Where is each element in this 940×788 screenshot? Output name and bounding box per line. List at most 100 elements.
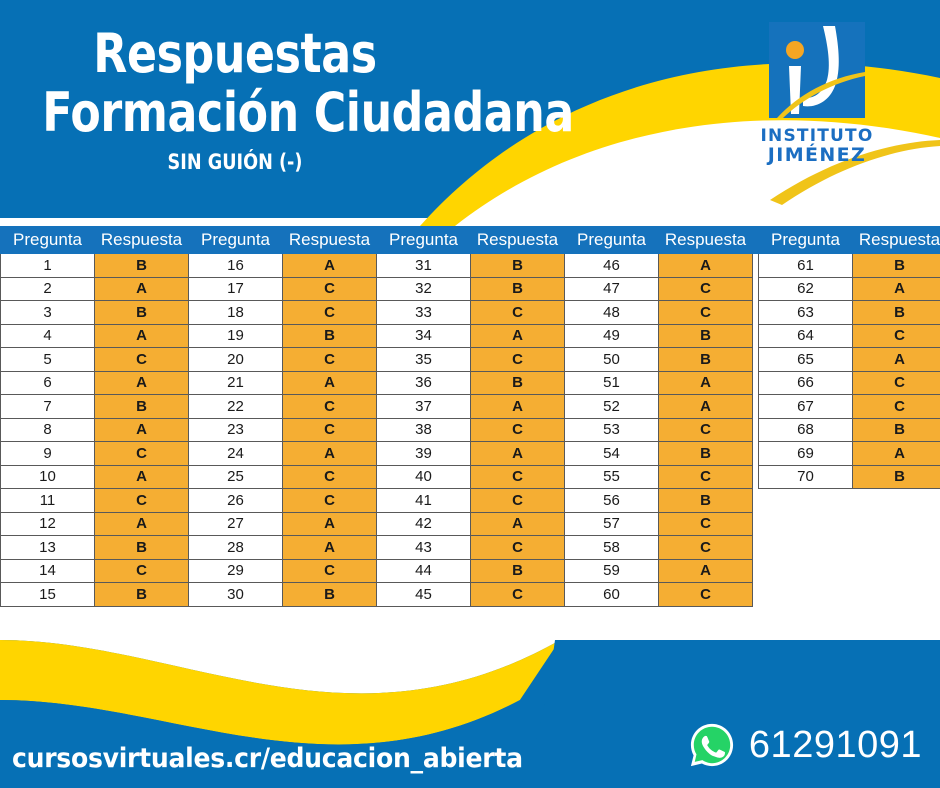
question-number-cell: 29 <box>188 558 283 583</box>
question-number-cell: 3 <box>0 300 95 325</box>
table-row: 11 C 26 C 41 C 56 B <box>0 488 940 513</box>
question-number-cell: 55 <box>564 464 659 489</box>
whatsapp-icon[interactable] <box>689 722 735 768</box>
question-number-cell: 14 <box>0 558 95 583</box>
answer-cell: C <box>852 323 940 348</box>
answer-cell: C <box>282 347 377 372</box>
table-row: 7 B 22 C 37 A 52 A 67 C <box>0 394 940 419</box>
footer-whatsapp-contact[interactable]: 61291091 <box>689 722 922 768</box>
answer-cell: A <box>94 417 189 442</box>
table-row: 2 A 17 C 32 B 47 C 62 A <box>0 276 940 301</box>
answers-table: Pregunta Respuesta Pregunta Respuesta Pr… <box>0 226 940 607</box>
question-number-cell: 47 <box>564 276 659 301</box>
question-number-cell: 6 <box>0 370 95 395</box>
empty-cell <box>759 512 853 536</box>
question-number-cell: 15 <box>0 582 95 607</box>
question-number-cell: 53 <box>564 417 659 442</box>
question-number-cell: 65 <box>758 347 853 372</box>
question-number-cell: 33 <box>376 300 471 325</box>
table-row: 5 C 20 C 35 C 50 B 65 A <box>0 347 940 372</box>
question-number-cell: 62 <box>758 276 853 301</box>
answer-cell: A <box>470 323 565 348</box>
answer-cell: B <box>852 417 940 442</box>
answer-cell: B <box>852 464 940 489</box>
instituto-jimenez-logo: INSTITUTO JIMÉNEZ <box>732 22 902 174</box>
table-row: 10 A 25 C 40 C 55 C 70 B <box>0 464 940 489</box>
table-row: 9 C 24 A 39 A 54 B 69 A <box>0 441 940 466</box>
answer-cell: C <box>94 441 189 466</box>
answer-cell: A <box>470 441 565 466</box>
question-number-cell: 56 <box>564 488 659 513</box>
answer-cell: B <box>470 276 565 301</box>
answer-cell: A <box>94 370 189 395</box>
poster-title-block: Respuestas Formación Ciudadana SIN GUIÓN… <box>0 22 574 174</box>
question-number-cell: 52 <box>564 394 659 419</box>
page-title-line1: Respuestas <box>93 22 377 85</box>
question-number-cell: 70 <box>758 464 853 489</box>
question-number-cell: 48 <box>564 300 659 325</box>
answer-cell: B <box>658 488 753 513</box>
table-row: 8 A 23 C 38 C 53 C 68 B <box>0 417 940 442</box>
answer-cell: B <box>470 558 565 583</box>
question-number-cell: 22 <box>188 394 283 419</box>
answer-cell: A <box>282 511 377 536</box>
answer-cell: A <box>282 441 377 466</box>
answer-cell: A <box>94 464 189 489</box>
question-number-cell: 50 <box>564 347 659 372</box>
question-number-cell: 23 <box>188 417 283 442</box>
answer-cell: B <box>470 370 565 395</box>
question-number-cell: 64 <box>758 323 853 348</box>
answer-cell: C <box>470 464 565 489</box>
column-header-respuesta-1: Respuesta <box>94 226 189 254</box>
table-row: 1 B 16 A 31 B 46 A 61 B <box>0 253 940 278</box>
column-header-pregunta-4: Pregunta <box>564 226 659 254</box>
answer-cell: A <box>658 253 753 278</box>
question-number-cell: 49 <box>564 323 659 348</box>
question-number-cell: 18 <box>188 300 283 325</box>
question-number-cell: 1 <box>0 253 95 278</box>
logo-mark-icon <box>765 22 869 126</box>
answer-cell: C <box>470 347 565 372</box>
answer-cell: C <box>658 464 753 489</box>
answer-cell: B <box>94 253 189 278</box>
answer-cell: B <box>94 300 189 325</box>
logo-name-line1: INSTITUTO <box>760 126 874 146</box>
question-number-cell: 21 <box>188 370 283 395</box>
column-header-respuesta-2: Respuesta <box>282 226 377 254</box>
answer-cell: C <box>282 464 377 489</box>
question-number-cell: 10 <box>0 464 95 489</box>
table-row: 6 A 21 A 36 B 51 A 66 C <box>0 370 940 395</box>
answer-cell: C <box>470 535 565 560</box>
answer-cell: A <box>282 253 377 278</box>
answer-cell: A <box>282 370 377 395</box>
answer-cell: C <box>658 511 753 536</box>
answer-cell: C <box>658 582 753 607</box>
empty-cell <box>853 559 940 583</box>
question-number-cell: 37 <box>376 394 471 419</box>
empty-cell <box>759 489 853 513</box>
footer-website-url[interactable]: cursosvirtuales.cr/educacion_abierta <box>12 743 523 774</box>
answer-cell: A <box>94 276 189 301</box>
answer-cell: C <box>282 276 377 301</box>
question-number-cell: 7 <box>0 394 95 419</box>
question-number-cell: 31 <box>376 253 471 278</box>
answer-cell: C <box>282 300 377 325</box>
question-number-cell: 43 <box>376 535 471 560</box>
empty-cell <box>759 583 853 607</box>
question-number-cell: 69 <box>758 441 853 466</box>
question-number-cell: 60 <box>564 582 659 607</box>
question-number-cell: 36 <box>376 370 471 395</box>
column-header-respuesta-3: Respuesta <box>470 226 565 254</box>
answer-cell: C <box>658 417 753 442</box>
question-number-cell: 19 <box>188 323 283 348</box>
whatsapp-phone-number[interactable]: 61291091 <box>748 724 922 766</box>
question-number-cell: 66 <box>758 370 853 395</box>
column-header-respuesta-5: Respuesta <box>852 226 940 254</box>
question-number-cell: 34 <box>376 323 471 348</box>
answer-cell: A <box>852 347 940 372</box>
question-number-cell: 5 <box>0 347 95 372</box>
column-header-pregunta-1: Pregunta <box>0 226 95 254</box>
answer-cell: B <box>658 347 753 372</box>
answers-table-container: Pregunta Respuesta Pregunta Respuesta Pr… <box>0 226 940 607</box>
